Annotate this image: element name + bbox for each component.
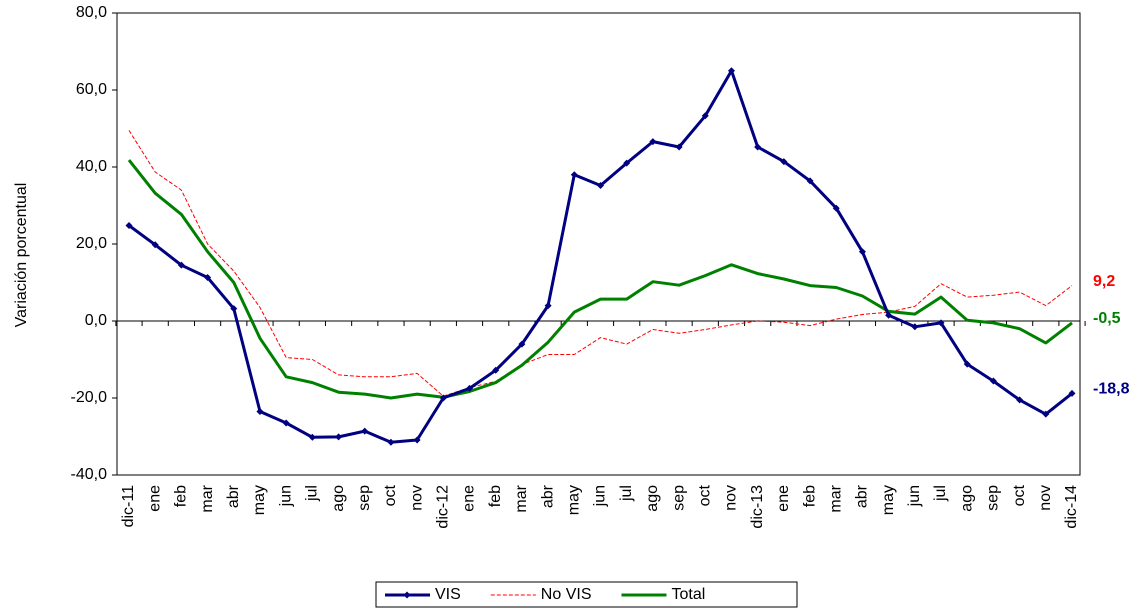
x-tick-label: sep [356, 485, 373, 511]
x-tick-label: may [566, 485, 583, 515]
x-tick-label: dic-14 [1063, 485, 1080, 529]
marker [125, 222, 133, 230]
marker [1042, 410, 1050, 418]
end-label: -0,5 [1093, 310, 1121, 327]
marker [151, 241, 159, 249]
marker [439, 394, 447, 402]
marker [177, 261, 185, 269]
x-tick-label: ago [644, 485, 661, 512]
marker [701, 112, 709, 120]
marker [832, 204, 840, 212]
y-tick-label: -20,0 [71, 389, 108, 406]
x-tick-label: abr [225, 484, 242, 508]
marker [361, 427, 369, 435]
x-tick-label: dic-11 [120, 485, 137, 527]
marker [806, 177, 814, 185]
marker [308, 433, 316, 441]
x-tick-label: may [880, 485, 897, 515]
x-tick-label: mar [827, 484, 844, 512]
x-tick-label: sep [670, 485, 687, 511]
marker [282, 419, 290, 427]
x-tick-label: dic-12 [435, 485, 452, 529]
x-tick-label: mar [199, 484, 216, 512]
marker [492, 366, 500, 374]
marker [885, 311, 893, 319]
x-tick-label: jul [618, 485, 635, 502]
marker [570, 171, 578, 179]
marker [649, 138, 657, 146]
x-tick-label: nov [1037, 485, 1054, 511]
x-tick-label: ago [330, 485, 347, 512]
x-tick-label: ene [146, 485, 163, 512]
series-line [128, 130, 1073, 397]
x-tick-label: mar [513, 484, 530, 512]
y-axis-label: Variación porcentual [13, 183, 30, 328]
x-tick-label: nov [408, 485, 425, 511]
series-line [128, 69, 1073, 444]
x-tick-label: sep [985, 485, 1002, 511]
x-tick-label: jun [277, 485, 294, 507]
end-label: 9,2 [1093, 273, 1115, 290]
x-tick-label: ene [461, 485, 478, 512]
marker [623, 159, 631, 167]
x-tick-label: oct [382, 484, 399, 506]
x-tick-label: jul [932, 485, 949, 502]
x-tick-label: feb [173, 485, 190, 507]
x-tick-label: feb [487, 485, 504, 507]
x-tick-label: jun [592, 485, 609, 507]
y-tick-label: 40,0 [76, 158, 107, 175]
legend-marker [403, 591, 411, 599]
x-tick-label: jun [906, 485, 923, 507]
end-label: -18,8 [1093, 381, 1130, 398]
marker [937, 319, 945, 327]
marker [413, 436, 421, 444]
legend-label: Total [671, 586, 705, 603]
marker [335, 433, 343, 441]
legend-box [375, 581, 798, 608]
marker [387, 438, 395, 446]
marker [518, 340, 526, 348]
y-tick-label: 60,0 [76, 81, 107, 98]
y-tick-label: -40,0 [71, 466, 108, 483]
marker [675, 143, 683, 151]
x-tick-label: ago [958, 485, 975, 512]
marker [1016, 396, 1024, 404]
marker [204, 273, 212, 281]
marker [911, 323, 919, 331]
marker [256, 407, 264, 415]
x-tick-label: oct [1011, 484, 1028, 506]
legend-label: VIS [435, 586, 461, 603]
marker [544, 302, 552, 310]
plot-border [116, 12, 1081, 476]
x-tick-label: feb [801, 485, 818, 507]
series-line [127, 159, 1073, 400]
marker [1068, 389, 1076, 397]
marker [780, 158, 788, 166]
marker [858, 248, 866, 256]
x-tick-label: jul [304, 485, 321, 502]
marker [754, 143, 762, 151]
y-tick-label: 80,0 [76, 4, 107, 21]
marker [727, 67, 735, 75]
x-tick-label: abr [539, 484, 556, 508]
x-tick-label: may [251, 485, 268, 515]
x-tick-label: ene [775, 485, 792, 512]
marker [989, 377, 997, 385]
x-tick-label: nov [723, 485, 740, 511]
y-tick-label: 0,0 [85, 312, 107, 329]
x-tick-label: dic-13 [749, 485, 766, 529]
x-tick-label: oct [696, 484, 713, 506]
legend-label: No VIS [541, 586, 592, 603]
y-tick-label: 20,0 [76, 235, 107, 252]
marker [230, 305, 238, 313]
marker [466, 384, 474, 392]
marker [597, 181, 604, 189]
x-tick-label: abr [854, 484, 871, 508]
marker [963, 360, 971, 368]
